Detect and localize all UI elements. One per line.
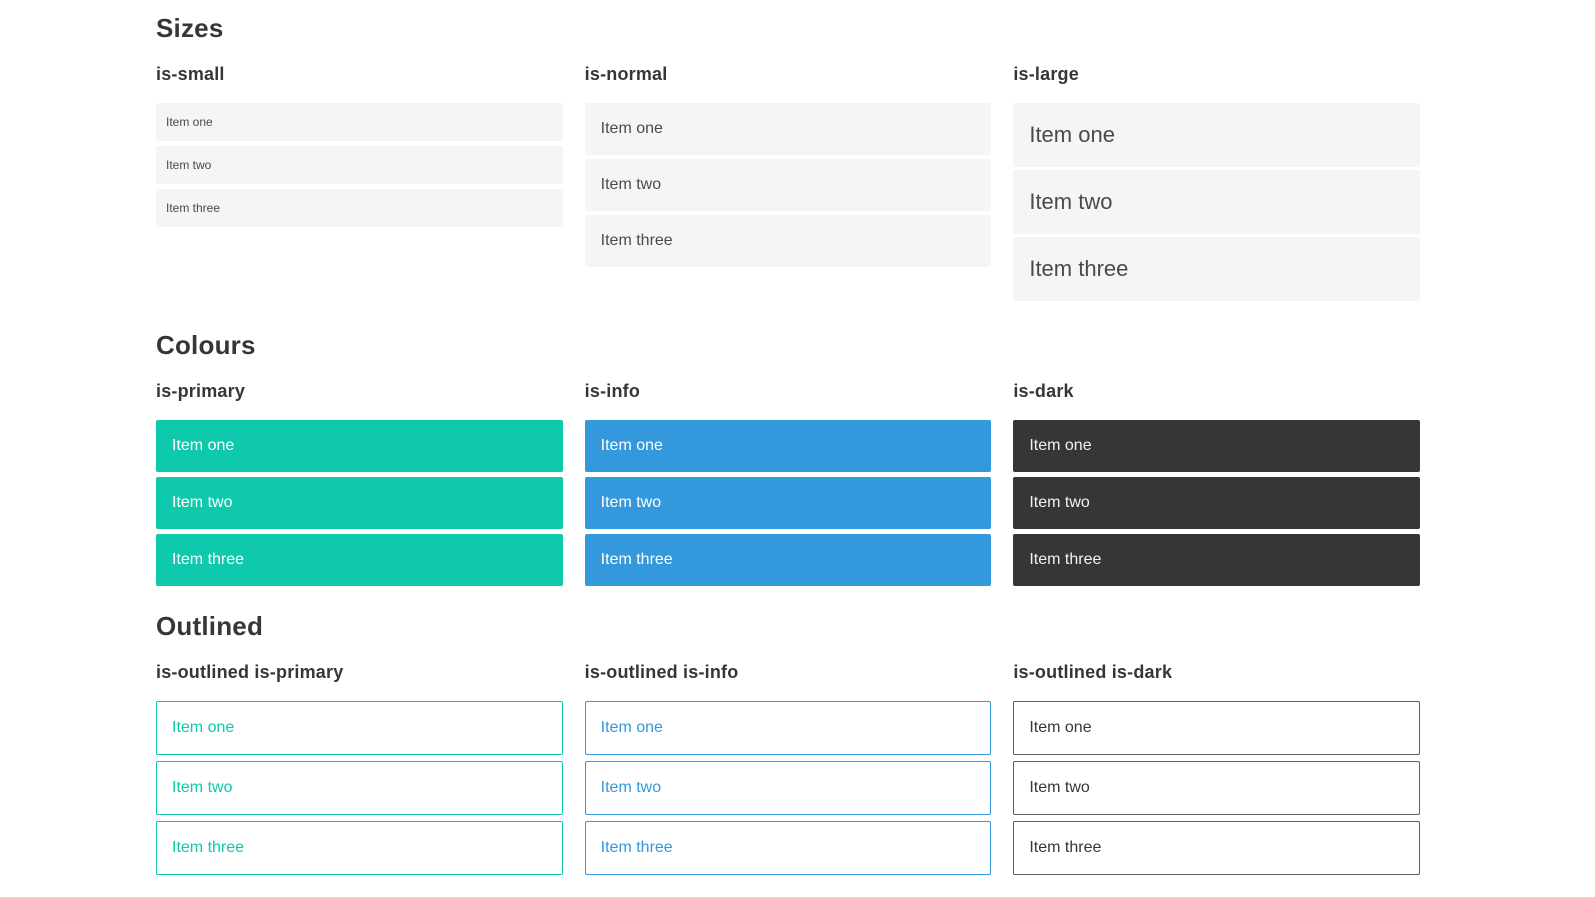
list-item[interactable]: Item two bbox=[584, 477, 992, 529]
list-item[interactable]: Item one bbox=[584, 103, 992, 155]
list-item[interactable]: Item three bbox=[584, 534, 992, 586]
group-is-primary: is-primary Item one Item two Item three bbox=[156, 381, 563, 586]
list-item[interactable]: Item three bbox=[156, 189, 563, 227]
variant-label: is-dark bbox=[1013, 381, 1074, 401]
list-item[interactable]: Item three bbox=[156, 821, 563, 875]
list-item[interactable]: Item two bbox=[156, 477, 563, 529]
list-item[interactable]: Item one bbox=[156, 103, 563, 141]
list-item[interactable]: Item one bbox=[584, 701, 992, 755]
variant-label: is-outlined is-dark bbox=[1013, 662, 1173, 682]
sizes-grid: is-small Item one Item two Item three is… bbox=[156, 64, 1420, 301]
list-outlined-dark: Item one Item two Item three bbox=[1013, 701, 1420, 875]
list-outlined-primary: Item one Item two Item three bbox=[156, 701, 563, 875]
list-normal: Item one Item two Item three bbox=[584, 103, 992, 267]
list-outlined-info: Item one Item two Item three bbox=[584, 701, 992, 875]
group-is-small: is-small Item one Item two Item three bbox=[156, 64, 563, 227]
list-item[interactable]: Item one bbox=[156, 420, 563, 472]
section-sizes: Sizes is-small Item one Item two Item th… bbox=[156, 14, 1420, 301]
list-item[interactable]: Item two bbox=[584, 159, 992, 211]
list-item[interactable]: Item one bbox=[1013, 103, 1420, 167]
list-small: Item one Item two Item three bbox=[156, 103, 563, 227]
list-item[interactable]: Item two bbox=[1013, 761, 1420, 815]
list-item[interactable]: Item three bbox=[584, 215, 992, 267]
list-dark: Item one Item two Item three bbox=[1013, 420, 1420, 586]
section-title: Sizes bbox=[156, 13, 224, 43]
variant-label: is-primary bbox=[156, 381, 246, 401]
list-info: Item one Item two Item three bbox=[584, 420, 992, 586]
list-large: Item one Item two Item three bbox=[1013, 103, 1420, 301]
list-item[interactable]: Item two bbox=[156, 146, 563, 184]
list-item[interactable]: Item three bbox=[584, 821, 992, 875]
variant-label: is-info bbox=[584, 381, 641, 401]
section-title: Colours bbox=[156, 330, 256, 360]
group-is-info: is-info Item one Item two Item three bbox=[584, 381, 992, 586]
list-item[interactable]: Item one bbox=[584, 420, 992, 472]
list-item[interactable]: Item three bbox=[156, 534, 563, 586]
variant-label: is-large bbox=[1013, 64, 1079, 84]
list-item[interactable]: Item three bbox=[1013, 534, 1420, 586]
section-title: Outlined bbox=[156, 611, 264, 641]
variant-label: is-normal bbox=[584, 64, 668, 84]
list-item[interactable]: Item two bbox=[156, 761, 563, 815]
list-primary: Item one Item two Item three bbox=[156, 420, 563, 586]
group-is-dark: is-dark Item one Item two Item three bbox=[1013, 381, 1420, 586]
group-is-outlined-is-info: is-outlined is-info Item one Item two It… bbox=[584, 662, 992, 875]
section-outlined: Outlined is-outlined is-primary Item one… bbox=[156, 612, 1420, 875]
list-item[interactable]: Item one bbox=[1013, 420, 1420, 472]
group-is-outlined-is-dark: is-outlined is-dark Item one Item two It… bbox=[1013, 662, 1420, 875]
list-item[interactable]: Item three bbox=[1013, 821, 1420, 875]
list-item[interactable]: Item one bbox=[156, 701, 563, 755]
group-is-outlined-is-primary: is-outlined is-primary Item one Item two… bbox=[156, 662, 563, 875]
colours-grid: is-primary Item one Item two Item three … bbox=[156, 381, 1420, 586]
list-item[interactable]: Item three bbox=[1013, 237, 1420, 301]
section-colours: Colours is-primary Item one Item two Ite… bbox=[156, 331, 1420, 586]
list-item[interactable]: Item two bbox=[1013, 477, 1420, 529]
variant-label: is-outlined is-info bbox=[584, 662, 739, 682]
group-is-normal: is-normal Item one Item two Item three bbox=[584, 64, 992, 267]
variant-label: is-outlined is-primary bbox=[156, 662, 344, 682]
list-item[interactable]: Item one bbox=[1013, 701, 1420, 755]
list-item[interactable]: Item two bbox=[584, 761, 992, 815]
list-item[interactable]: Item two bbox=[1013, 170, 1420, 234]
variant-label: is-small bbox=[156, 64, 225, 84]
outlined-grid: is-outlined is-primary Item one Item two… bbox=[156, 662, 1420, 875]
group-is-large: is-large Item one Item two Item three bbox=[1013, 64, 1420, 301]
